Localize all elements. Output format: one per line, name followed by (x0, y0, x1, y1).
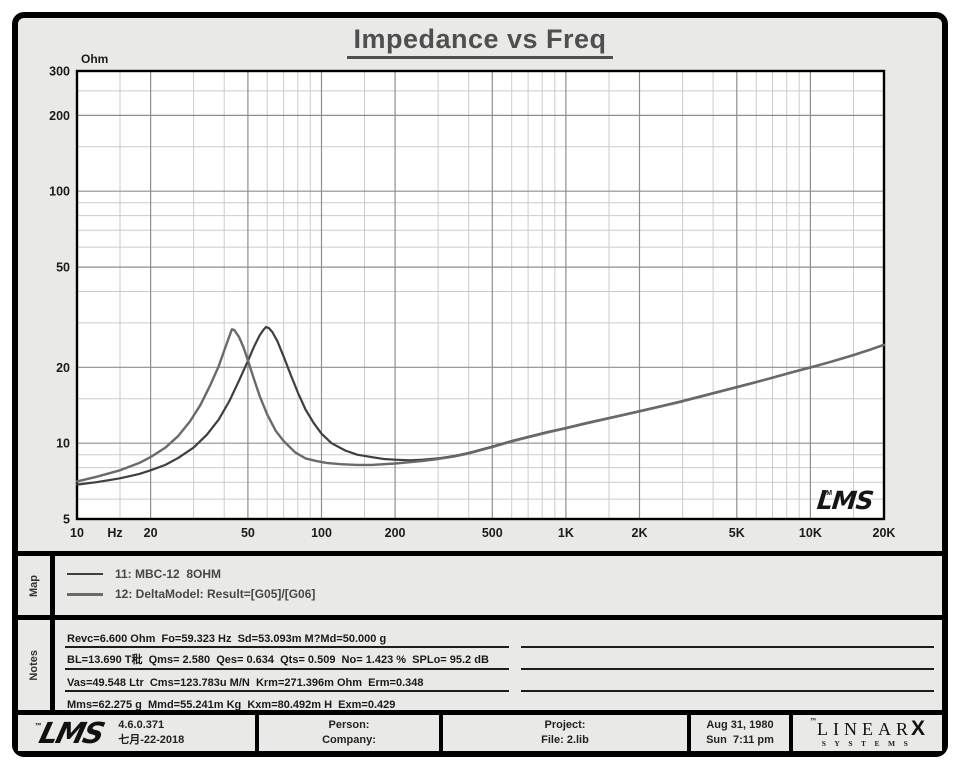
notes-blank-rule (521, 680, 934, 692)
impedance-curve-12 (75, 328, 886, 483)
notes-list: Revc=6.600 Ohm Fo=59.323 Hz Sd=53.093m M… (55, 620, 942, 714)
brand-linear-text: LINEAR (816, 719, 913, 740)
notes-line-text: Mms=62.275 g Mmd=55.241m Kg Kxm=80.492m … (65, 699, 509, 714)
y-axis-unit: Ohm (81, 52, 108, 66)
x-tick-label: 20K (873, 526, 896, 540)
grid-minor (77, 71, 884, 519)
x-tick-label: 500 (482, 526, 503, 540)
legend-entry-12: 12: DeltaModel: Result=[G05]/[G06] (67, 584, 942, 604)
y-tick-label: 5 (63, 513, 70, 527)
notes-line-text: BL=13.690 T秕 Qms= 2.580 Qes= 0.634 Qts= … (65, 651, 509, 670)
version-block: 4.6.0.371 七月-22-2018 (118, 718, 184, 748)
file-label: File: 2.lib (541, 734, 589, 746)
brand-systems-text: SYSTEMS (821, 739, 917, 749)
lms-logo: ™LMS (32, 715, 107, 750)
y-tick-label: 10 (56, 437, 70, 451)
notes-line: Vas=49.548 Ltr Cms=123.783u M/N Krm=271.… (65, 670, 934, 692)
app-version-cell: ™LMS 4.6.0.371 七月-22-2018 (18, 715, 259, 751)
project-label: Project: (544, 719, 586, 732)
map-label-text: Map (28, 574, 40, 597)
y-tick-label: 200 (49, 109, 70, 123)
y-tick-label: 100 (49, 185, 70, 199)
x-tick-label: 5K (729, 526, 745, 540)
x-tick-label: 20 (144, 526, 158, 540)
person-label: Person: (328, 719, 370, 732)
footer-bar: ™LMS 4.6.0.371 七月-22-2018 Person: Compan… (18, 710, 942, 751)
legend-swatch-12 (67, 592, 103, 596)
notes-blank-rule (521, 658, 934, 670)
legend-label-12: 12: DeltaModel: Result=[G05]/[G06] (115, 587, 316, 601)
legend-label-11: 11: MBC-12 8OHM (115, 567, 222, 581)
map-section: Map 11: MBC-12 8OHM 12: DeltaModel: Resul… (18, 551, 942, 615)
lms-watermark: LMS (816, 486, 875, 515)
person-company-cell: Person: Company: (259, 715, 443, 751)
date-time-cell: Aug 31, 1980 Sun 7:11 pm (691, 715, 793, 751)
notes-section: Notes Revc=6.600 Ohm Fo=59.323 Hz Sd=53.… (18, 615, 942, 714)
print-time: Sun 7:11 pm (706, 734, 774, 746)
project-file-cell: Project: File: 2.lib (443, 715, 691, 751)
title-bar: Impedance vs Freq (0, 24, 960, 59)
x-tick-label: 2K (632, 526, 648, 540)
y-tick-label: 20 (56, 361, 70, 375)
version-number: 4.6.0.371 (118, 719, 165, 732)
x-tick-label: 10 (70, 526, 84, 540)
x-tick-label: 100 (311, 526, 332, 540)
notes-section-label: Notes (18, 620, 55, 710)
x-tick-label: 200 (385, 526, 406, 540)
x-tick-label: 10K (799, 526, 822, 540)
legend-list: 11: MBC-12 8OHM 12: DeltaModel: Result=[G… (55, 556, 942, 615)
notes-line-text: Vas=49.548 Ltr Cms=123.783u M/N Krm=271.… (65, 677, 509, 692)
generated-date: 七月-22-2018 (118, 734, 185, 746)
notes-line: Revc=6.600 Ohm Fo=59.323 Hz Sd=53.093m M… (65, 626, 934, 648)
brand-cell: ™ LINEAR X SYSTEMS (793, 715, 942, 751)
notes-blank-rule (521, 636, 934, 648)
chart-title: Impedance vs Freq (347, 24, 613, 59)
x-axis-unit: Hz (107, 526, 122, 540)
notes-line: BL=13.690 T秕 Qms= 2.580 Qes= 0.634 Qts= … (65, 648, 934, 670)
grid-major (77, 71, 884, 519)
legend-swatch-11 (67, 573, 103, 575)
x-tick-label: 50 (241, 526, 255, 540)
y-tick-label: 50 (56, 261, 70, 275)
map-section-label: Map (18, 556, 55, 615)
notes-line-text: Revc=6.600 Ohm Fo=59.323 Hz Sd=53.093m M… (65, 633, 509, 648)
legend-entry-11: 11: MBC-12 8OHM (67, 564, 942, 584)
notes-label-text: Notes (28, 649, 40, 681)
lms-watermark-tm: TM (822, 490, 832, 497)
x-tick-label: 1K (558, 526, 574, 540)
print-date: Aug 31, 1980 (706, 719, 774, 732)
plot-border (75, 69, 886, 521)
brand-x-text: X (910, 717, 925, 741)
linearx-logo: ™ LINEAR X SYSTEMS (810, 718, 925, 748)
company-label: Company: (322, 734, 376, 746)
brand-trademark: ™ (809, 718, 816, 725)
plot-background (77, 71, 884, 519)
y-tick-label: 300 (49, 65, 70, 79)
